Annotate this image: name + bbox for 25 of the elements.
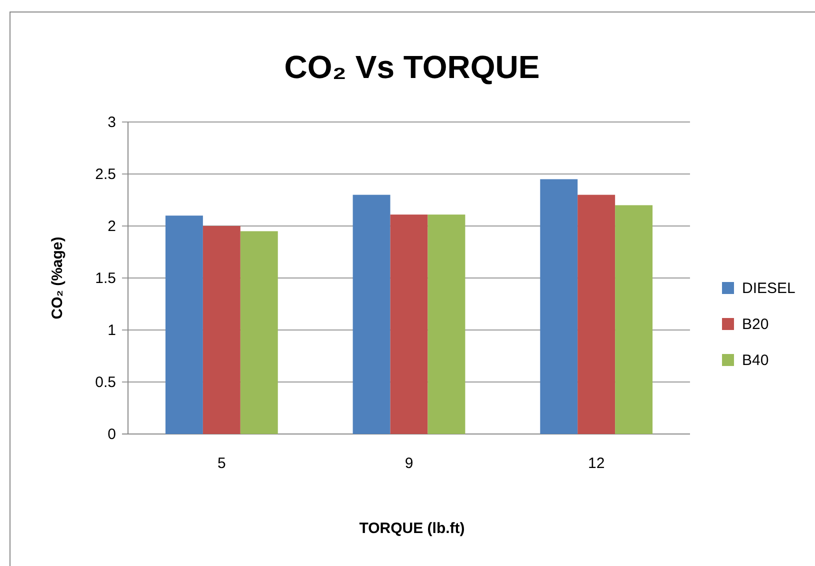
y-tick-label: 0 <box>108 426 116 443</box>
bar <box>615 205 653 434</box>
bar <box>352 194 390 434</box>
x-tick-label: 5 <box>217 455 226 472</box>
y-axis-title: CO₂ (%age) <box>49 236 66 320</box>
chart-title: CO₂ Vs TORQUE <box>284 49 540 85</box>
bar <box>428 214 466 434</box>
bar <box>390 214 428 434</box>
bar <box>540 179 578 434</box>
y-tick-label: 2 <box>108 218 116 235</box>
bar <box>165 216 203 434</box>
legend-label: B20 <box>742 316 769 333</box>
bar <box>578 194 616 434</box>
legend-label: DIESEL <box>742 280 796 297</box>
y-tick-label: 0.5 <box>95 374 116 391</box>
x-axis-title: TORQUE (lb.ft) <box>359 520 465 537</box>
y-tick-label: 1 <box>108 322 116 339</box>
x-tick-label: 9 <box>404 455 414 472</box>
bar <box>240 231 278 434</box>
legend-label: B40 <box>742 352 769 369</box>
y-tick-label: 3 <box>108 114 116 131</box>
y-tick-label: 2.5 <box>95 166 116 183</box>
y-tick-label: 1.5 <box>95 270 116 287</box>
bar <box>202 226 240 434</box>
x-tick-label: 12 <box>588 455 605 472</box>
